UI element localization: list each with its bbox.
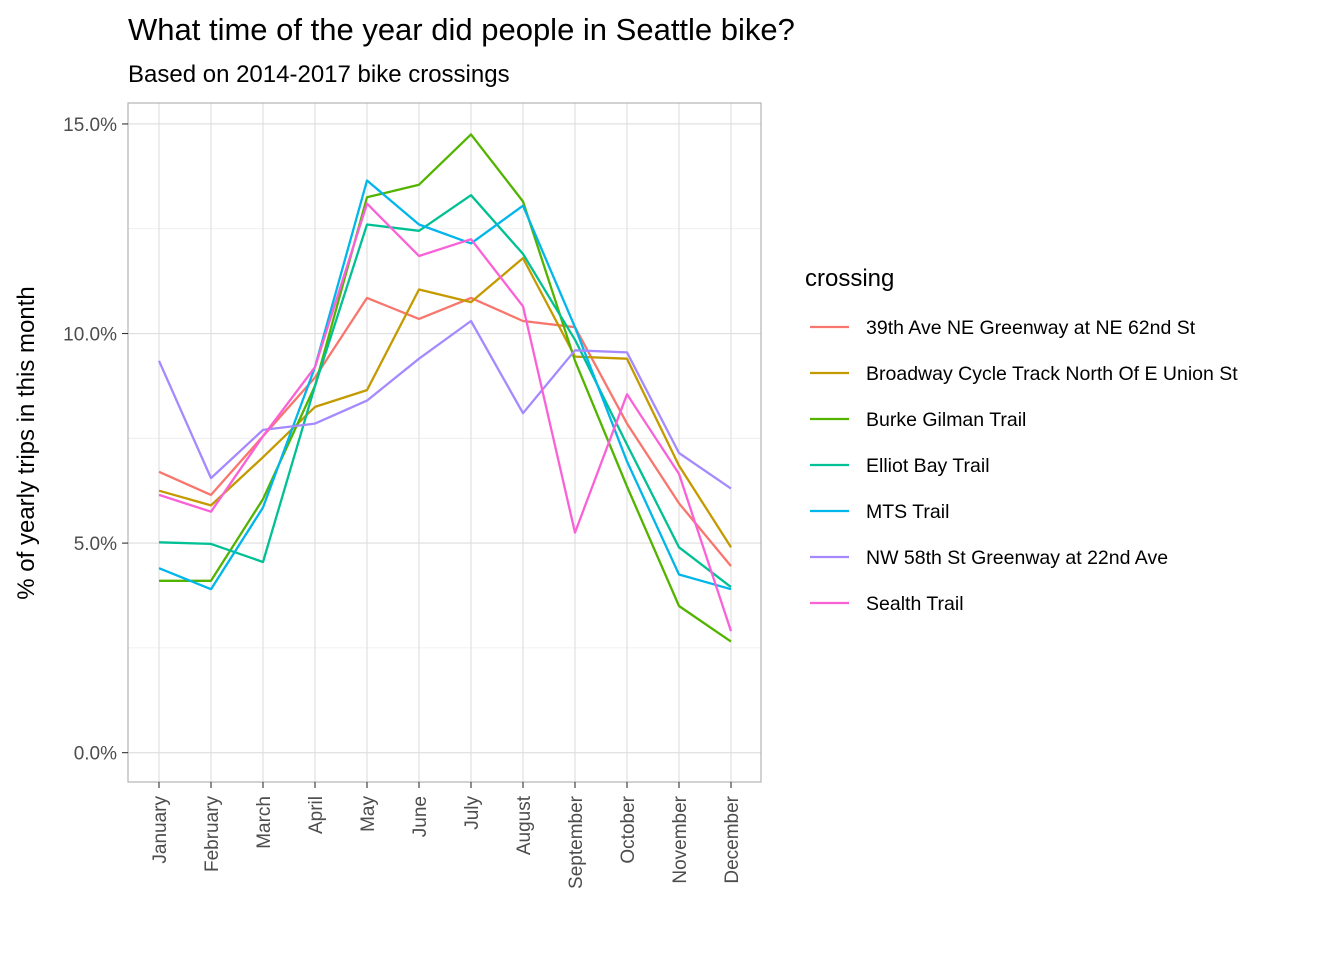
- series-line: [159, 133, 732, 643]
- x-tick-label: July: [462, 796, 483, 830]
- x-tick-label: May: [358, 796, 379, 832]
- legend-title: crossing: [805, 265, 894, 292]
- series-line: [158, 202, 733, 632]
- y-tick-label: 10.0%: [63, 325, 117, 346]
- x-tick-label: January: [150, 796, 171, 864]
- series-line: [157, 319, 732, 490]
- legend-label: Sealth Trail: [866, 593, 964, 615]
- series-line: [158, 194, 732, 589]
- y-axis-title: % of yearly trips in this month: [13, 286, 40, 599]
- y-axis: 0.0% 5.0% 10.0% 15.0%: [63, 115, 128, 765]
- x-tick-label: December: [722, 795, 743, 883]
- chart-title: What time of the year did people in Seat…: [128, 12, 795, 47]
- plot-border: [127, 102, 762, 783]
- legend-label: 39th Ave NE Greenway at NE 62nd St: [866, 317, 1196, 339]
- legend: crossing 39th Ave NE Greenway at NE 62nd…: [805, 265, 1238, 615]
- series-lines: [157, 133, 733, 643]
- series-line: [158, 179, 732, 591]
- legend-items: 39th Ave NE Greenway at NE 62nd St Broadw…: [810, 317, 1238, 615]
- grid: [128, 103, 761, 782]
- x-tick-label: November: [670, 795, 691, 883]
- legend-label: Broadway Cycle Track North Of E Union St: [866, 363, 1238, 385]
- legend-label: Elliot Bay Trail: [866, 455, 990, 477]
- x-tick-label: September: [566, 795, 587, 889]
- x-tick-label: March: [254, 796, 275, 849]
- y-tick-label: 15.0%: [63, 115, 117, 136]
- x-axis: January February March April May June July Augu…: [150, 782, 743, 889]
- y-tick-label: 0.0%: [74, 744, 117, 765]
- x-tick-label: June: [410, 796, 431, 837]
- y-tick-label: 5.0%: [74, 534, 117, 555]
- legend-label: MTS Trail: [866, 501, 949, 523]
- series-line: [158, 296, 732, 567]
- x-tick-label: October: [618, 795, 639, 863]
- series-line: [158, 256, 732, 548]
- legend-label: NW 58th St Greenway at 22nd Ave: [866, 547, 1168, 569]
- x-tick-label: February: [202, 796, 223, 873]
- chart-subtitle: Based on 2014-2017 bike crossings: [128, 61, 510, 88]
- legend-label: Burke Gilman Trail: [866, 409, 1026, 431]
- x-tick-label: August: [514, 795, 535, 855]
- x-tick-label: April: [306, 796, 327, 834]
